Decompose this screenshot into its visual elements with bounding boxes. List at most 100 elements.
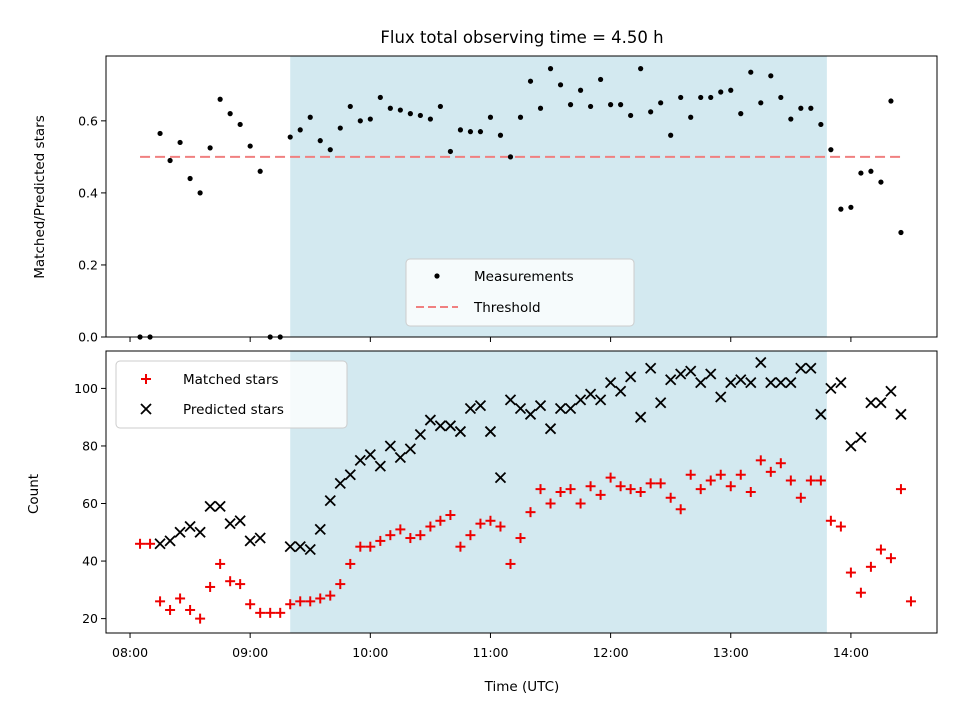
predicted-star-point — [174, 526, 186, 538]
measurement-point — [788, 116, 794, 122]
matched-star-point — [495, 521, 506, 532]
measurement-point — [227, 111, 233, 117]
matched-star-point — [815, 475, 826, 486]
predicted-star-point — [354, 454, 366, 466]
predicted-star-point — [504, 394, 517, 406]
predicted-star-point — [154, 538, 166, 550]
predicted-star-point — [334, 477, 346, 490]
matched-star-point — [875, 544, 886, 555]
top-x-ticks — [129, 337, 852, 342]
matched-star-point — [425, 521, 436, 532]
measurement-point — [597, 76, 604, 83]
predicted-star-point — [675, 368, 687, 380]
measurement-point — [167, 157, 173, 164]
matched-star-point — [305, 596, 316, 607]
predicted-star-point — [785, 377, 797, 389]
measurement-point — [477, 129, 484, 135]
measurement-point — [658, 100, 664, 106]
predicted-star-point — [474, 400, 487, 412]
predicted-star-point — [805, 362, 817, 374]
predicted-star-point — [725, 377, 737, 389]
measurement-point — [608, 102, 614, 108]
matched-star-point — [155, 596, 166, 607]
measurement-point — [347, 103, 353, 110]
matched-star-point — [255, 607, 266, 618]
matched-star-point — [165, 604, 176, 615]
bottom-y-tick-label: 80 — [82, 438, 98, 453]
legend-label-predicted: Predicted stars — [183, 402, 284, 418]
measurement-point — [728, 87, 734, 93]
measurement-point — [487, 114, 494, 120]
predicted-star-point — [825, 382, 837, 395]
matched-star-point — [785, 475, 796, 486]
bottom-axes-frame — [105, 350, 938, 634]
matched-star-point — [465, 530, 476, 541]
predicted-star-point — [665, 374, 677, 386]
matched-star-point — [835, 521, 846, 532]
predicted-star-point — [514, 402, 527, 415]
bottom-x-tick-label: 12:00 — [593, 645, 629, 660]
legend-marker-matched — [141, 374, 151, 384]
measurement-point — [778, 94, 784, 101]
matched-star-point — [515, 533, 526, 544]
measurement-point — [768, 73, 774, 79]
matched-star-point — [355, 541, 366, 552]
measurement-point — [377, 94, 383, 101]
measurement-point — [307, 114, 313, 120]
matched-star-point — [235, 579, 246, 590]
predicted-star-point — [344, 469, 356, 481]
matched-star-point — [175, 593, 186, 604]
measurement-point — [527, 78, 534, 84]
measurement-point — [547, 66, 554, 72]
predicted-stars-points — [154, 356, 907, 556]
predicted-star-point — [214, 500, 226, 513]
measurement-point — [557, 82, 564, 88]
matched-star-point — [825, 515, 836, 526]
matched-star-point — [415, 530, 426, 541]
predicted-star-point — [815, 408, 827, 420]
measurement-point — [577, 87, 584, 93]
matched-star-point — [855, 587, 866, 598]
predicted-star-point — [635, 411, 647, 423]
measurement-point — [537, 105, 544, 111]
matched-star-point — [545, 498, 556, 509]
bottom-x-tick-label: 10:00 — [352, 645, 388, 660]
predicted-star-point — [464, 402, 477, 415]
predicted-star-point — [244, 535, 256, 547]
measurement-point — [798, 105, 804, 111]
predicted-star-point — [594, 394, 607, 406]
matched-star-point — [735, 469, 746, 480]
bottom-x-tick-label: 08:00 — [112, 645, 148, 660]
measurement-point — [367, 116, 373, 122]
matched-star-point — [135, 538, 146, 549]
matched-star-point — [335, 579, 346, 590]
top-y-tick-label: 0.0 — [78, 330, 98, 345]
matched-star-point — [775, 458, 786, 469]
matched-star-point — [365, 541, 376, 552]
predicted-star-point — [624, 371, 637, 383]
measurement-point — [197, 190, 203, 196]
matched-star-point — [605, 472, 616, 483]
predicted-star-point — [604, 377, 617, 389]
top-y-tick-label: 0.4 — [78, 185, 98, 200]
top-axes-frame — [105, 55, 938, 338]
measurement-point — [838, 206, 844, 212]
matched-star-point — [595, 489, 606, 500]
matched-star-point — [705, 475, 716, 486]
matched-star-point — [695, 484, 706, 495]
measurement-point — [447, 148, 454, 155]
predicted-star-point — [384, 440, 396, 452]
measurement-point — [648, 109, 654, 115]
matched-star-point — [585, 481, 596, 492]
measurement-point — [818, 121, 824, 128]
matched-star-point — [295, 596, 306, 607]
measurement-point — [517, 114, 524, 120]
matched-star-point — [385, 530, 396, 541]
matched-star-point — [755, 455, 766, 466]
measurement-point — [207, 145, 213, 151]
measurement-point — [567, 102, 574, 108]
measurement-point — [397, 107, 403, 113]
matched-star-point — [205, 581, 216, 592]
matched-star-point — [575, 498, 586, 509]
predicted-star-point — [374, 460, 386, 472]
